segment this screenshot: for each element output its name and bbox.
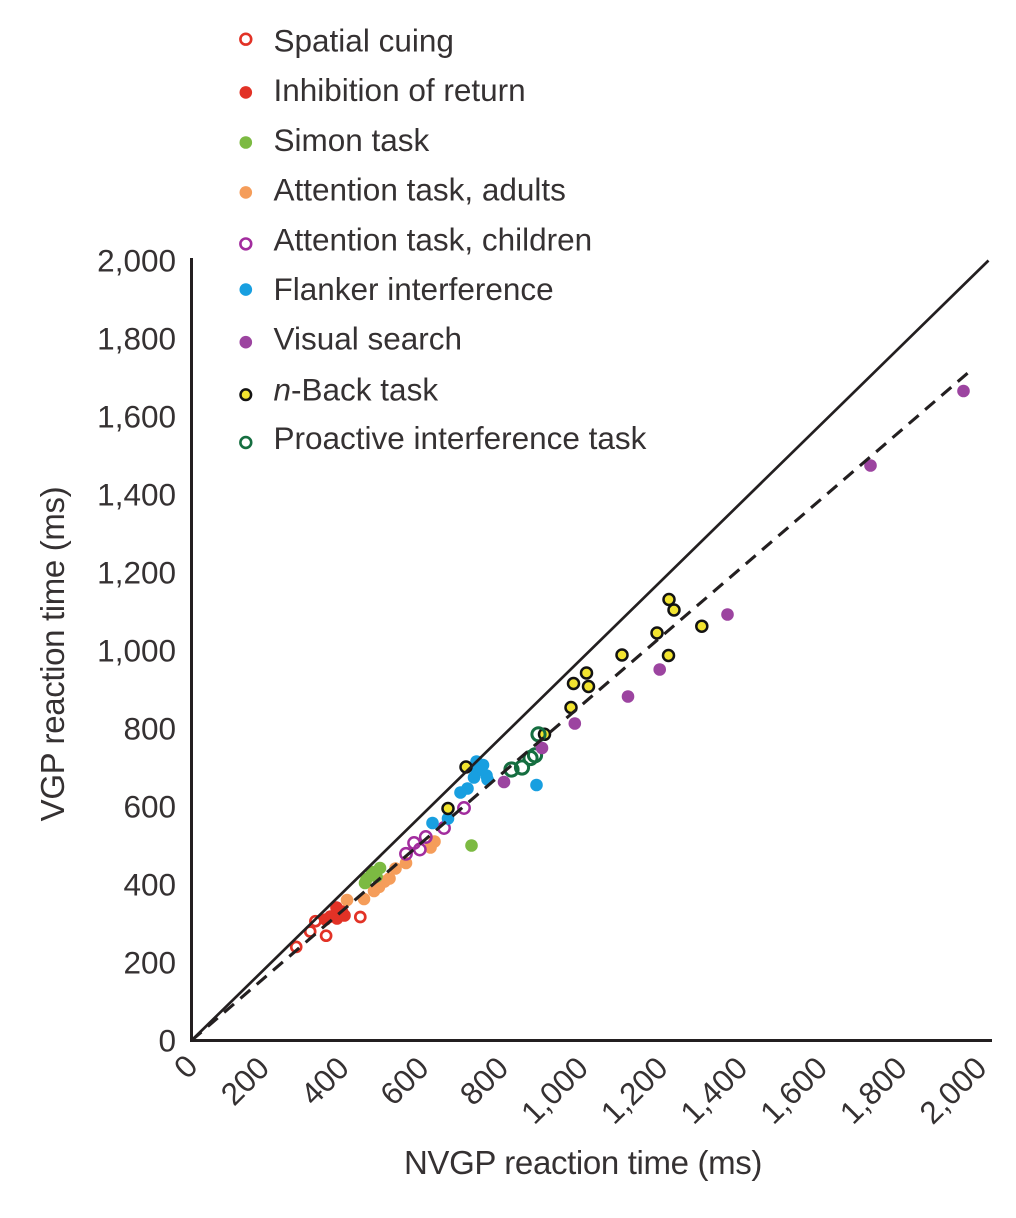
- svg-text:Visual search: Visual search: [274, 321, 463, 357]
- svg-text:n-Back task: n-Back task: [274, 372, 439, 408]
- svg-text:NVGP reaction time (ms): NVGP reaction time (ms): [404, 1144, 762, 1181]
- svg-text:VGP reaction time (ms): VGP reaction time (ms): [34, 487, 71, 822]
- svg-text:1,800: 1,800: [97, 320, 176, 356]
- svg-text:1,200: 1,200: [97, 554, 176, 590]
- svg-text:1,000: 1,000: [97, 632, 176, 668]
- svg-text:Attention task, adults: Attention task, adults: [274, 172, 566, 208]
- svg-text:600: 600: [123, 788, 176, 824]
- svg-text:0: 0: [158, 1022, 176, 1058]
- svg-text:Attention task, children: Attention task, children: [274, 221, 593, 257]
- svg-text:2,000: 2,000: [97, 242, 176, 278]
- svg-text:Inhibition of return: Inhibition of return: [274, 72, 526, 108]
- svg-text:200: 200: [123, 944, 176, 980]
- svg-text:1,400: 1,400: [97, 476, 176, 512]
- svg-text:1,600: 1,600: [97, 398, 176, 434]
- svg-text:Spatial cuing: Spatial cuing: [274, 23, 454, 59]
- svg-text:Simon task: Simon task: [274, 122, 430, 158]
- svg-text:400: 400: [123, 866, 176, 902]
- svg-text:800: 800: [123, 710, 176, 746]
- svg-text:Flanker interference: Flanker interference: [274, 271, 554, 307]
- svg-text:Proactive interference task: Proactive interference task: [274, 420, 647, 456]
